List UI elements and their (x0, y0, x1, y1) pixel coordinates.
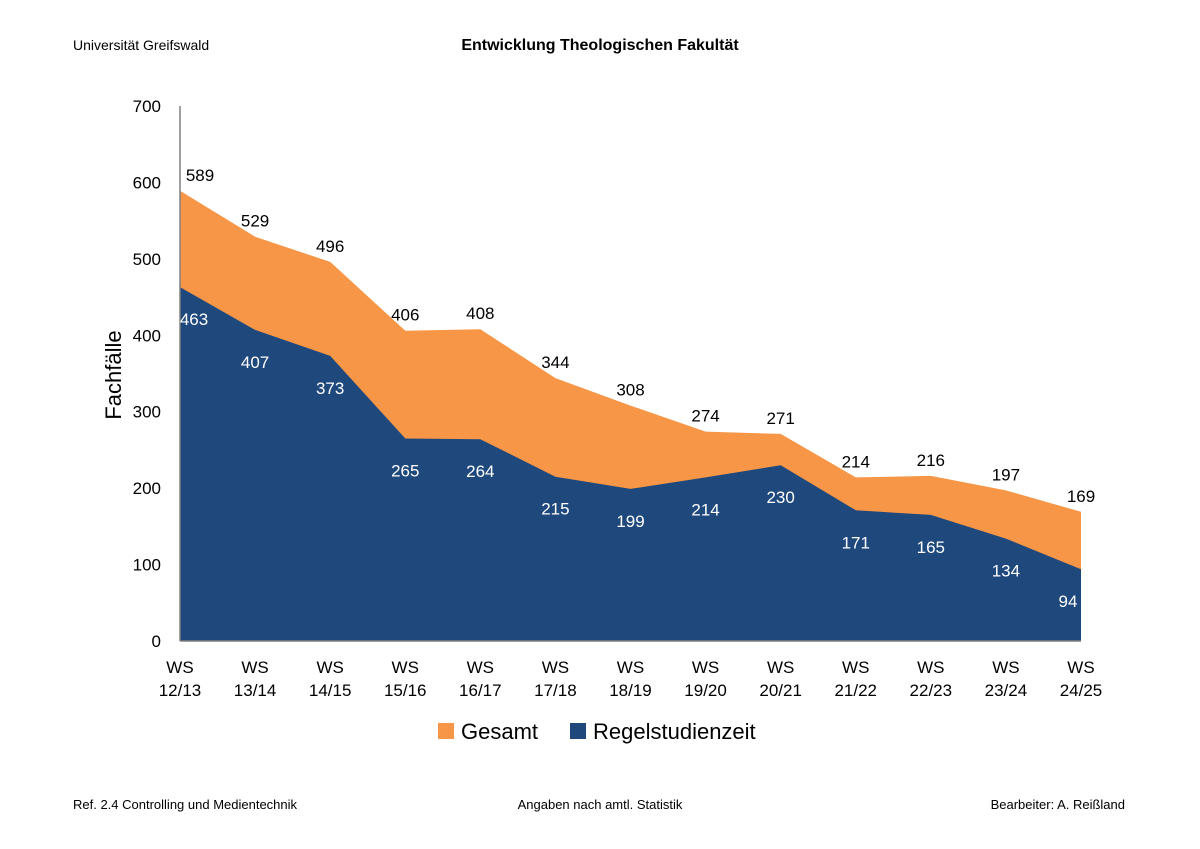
x-tick-label: WS 13/14 (234, 658, 277, 700)
data-label-regelstudienzeit: 214 (691, 500, 719, 519)
data-label-regelstudienzeit: 407 (241, 353, 269, 372)
x-tick-label: WS 18/19 (609, 658, 652, 700)
data-label-regelstudienzeit: 230 (766, 488, 794, 507)
y-tick-label: 600 (133, 173, 161, 192)
legend-label-gesamt: Gesamt (461, 719, 538, 744)
data-label-regelstudienzeit: 134 (992, 562, 1020, 581)
data-label-gesamt: 308 (616, 381, 644, 400)
chart-areas (180, 190, 1081, 642)
legend-swatch-regelstudienzeit (570, 723, 586, 739)
data-label-regelstudienzeit: 94 (1059, 592, 1078, 611)
legend-swatch-gesamt (438, 723, 454, 739)
y-tick-label: 500 (133, 250, 161, 269)
legend-label-regelstudienzeit: Regelstudienzeit (593, 719, 756, 744)
data-label-gesamt: 216 (917, 451, 945, 470)
chart-title: Entwicklung Theologischen Fakultät (461, 37, 739, 54)
data-label-regelstudienzeit: 264 (466, 462, 494, 481)
data-label-gesamt: 197 (992, 465, 1020, 484)
x-tick-label: WS 22/23 (910, 658, 953, 700)
data-label-regelstudienzeit: 373 (316, 379, 344, 398)
chart-axes (179, 106, 1081, 642)
x-tick-label: WS 23/24 (985, 658, 1028, 700)
x-tick-label: WS 16/17 (459, 658, 502, 700)
data-label-gesamt: 406 (391, 306, 419, 325)
x-tick-label: WS 24/25 (1060, 658, 1103, 700)
area-regelstudienzeit (180, 287, 1081, 641)
x-tick-label: WS 12/13 (159, 658, 202, 700)
y-tick-label: 0 (152, 632, 161, 651)
x-tick-label: WS 19/20 (684, 658, 727, 700)
data-label-regelstudienzeit: 463 (180, 310, 208, 329)
data-label-gesamt: 169 (1067, 487, 1095, 506)
x-tick-label: WS 21/22 (834, 658, 877, 700)
y-axis-ticks: 0 100 200 300 400 500 600 700 (133, 97, 161, 651)
data-label-regelstudienzeit: 215 (541, 500, 569, 519)
y-tick-label: 700 (133, 97, 161, 116)
footer-author: Bearbeiter: A. Reißland (990, 797, 1125, 812)
data-label-regelstudienzeit: 165 (917, 538, 945, 557)
x-axis-ticks: WS 12/13 WS 13/14 WS 14/15 WS 15/16 WS 16/17 WS 17/… (159, 658, 1103, 700)
data-label-gesamt: 589 (186, 166, 214, 185)
data-label-gesamt: 214 (842, 452, 870, 471)
y-tick-label: 400 (133, 326, 161, 345)
data-label-gesamt: 529 (241, 212, 269, 231)
data-label-gesamt: 274 (691, 407, 719, 426)
y-tick-label: 100 (133, 556, 161, 575)
data-label-regelstudienzeit: 199 (616, 512, 644, 531)
y-tick-label: 300 (133, 403, 161, 422)
x-tick-label: WS 14/15 (309, 658, 352, 700)
data-label-regelstudienzeit: 171 (842, 533, 870, 552)
data-label-gesamt: 408 (466, 304, 494, 323)
data-labels: 589 529 496 406 408 344 308 274 271 214 216 197 169 4… (180, 166, 1095, 611)
data-label-regelstudienzeit: 265 (391, 461, 419, 480)
x-tick-label: WS 20/21 (759, 658, 802, 700)
data-label-gesamt: 344 (541, 353, 569, 372)
footer-source: Angaben nach amtl. Statistik (517, 797, 683, 812)
y-axis-label: Fachfälle (101, 330, 126, 419)
y-tick-label: 200 (133, 479, 161, 498)
data-label-gesamt: 496 (316, 237, 344, 256)
x-tick-label: WS 17/18 (534, 658, 577, 700)
data-label-gesamt: 271 (766, 409, 794, 428)
x-tick-label: WS 15/16 (384, 658, 427, 700)
university-name: Universität Greifswald (73, 37, 210, 53)
legend: Gesamt Regelstudienzeit (438, 719, 756, 744)
footer-department: Ref. 2.4 Controlling und Medientechnik (73, 797, 298, 812)
